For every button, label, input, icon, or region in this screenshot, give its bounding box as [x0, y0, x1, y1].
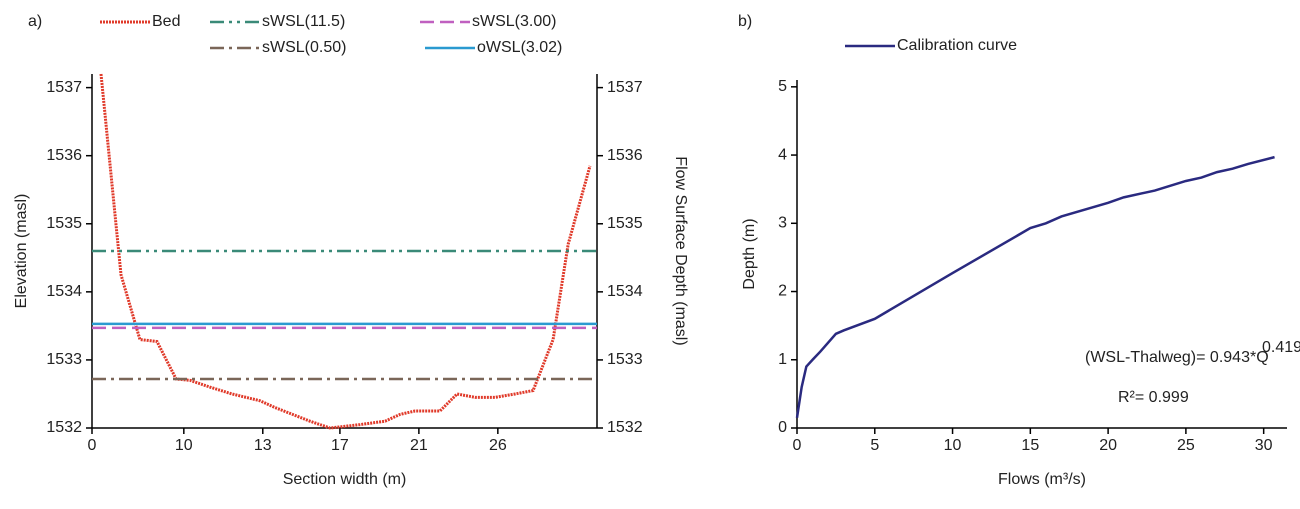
y2-tick-label: 1534	[607, 283, 643, 300]
x-tick-label: 13	[254, 437, 272, 454]
x-tick-label: 5	[870, 437, 879, 454]
x-tick-label: 17	[331, 437, 349, 454]
x-tick-label: 25	[1177, 437, 1195, 454]
y2-tick-label: 1536	[607, 147, 643, 164]
annotation: R²= 0.999	[1118, 389, 1189, 406]
x-tick-label: 10	[944, 437, 962, 454]
x-axis-label: Section width (m)	[283, 471, 407, 488]
y-axis-label: Depth (m)	[741, 218, 758, 289]
annotation: 0.419	[1262, 339, 1300, 356]
y-tick-label: 2	[778, 283, 787, 300]
x-tick-label: 20	[1099, 437, 1117, 454]
y-tick-label: 5	[778, 78, 787, 95]
x-tick-label: 0	[88, 437, 97, 454]
legend-label: sWSL(3.00)	[472, 13, 556, 30]
legend-label: sWSL(0.50)	[262, 39, 346, 56]
y-tick-label: 4	[778, 146, 787, 163]
x-tick-label: 10	[175, 437, 193, 454]
y2-tick-label: 1535	[607, 215, 643, 232]
y-tick-label: 0	[778, 419, 787, 436]
x-tick-label: 15	[1021, 437, 1039, 454]
series-line	[795, 155, 1275, 418]
x-tick-label: 30	[1255, 437, 1273, 454]
y-tick-label: 1536	[46, 147, 82, 164]
legend-label: Calibration curve	[897, 37, 1017, 54]
y2-tick-label: 1533	[607, 351, 643, 368]
y2-tick-label: 1537	[607, 79, 643, 96]
y-axis-label: Elevation (masl)	[13, 194, 30, 309]
y-tick-label: 1534	[46, 283, 82, 300]
y-tick-label: 1533	[46, 351, 82, 368]
x-tick-label: 0	[793, 437, 802, 454]
y-tick-label: 1532	[46, 419, 82, 436]
panel-label: a)	[28, 13, 42, 30]
y2-axis-label: Flow Surface Depth (masl)	[672, 156, 689, 345]
legend-label: oWSL(3.02)	[477, 39, 562, 56]
y2-tick-label: 1532	[607, 419, 643, 436]
legend-label: Bed	[152, 13, 180, 30]
annotation: (WSL-Thalweg)= 0.943*Q	[1085, 349, 1269, 366]
y-tick-label: 1537	[46, 79, 82, 96]
legend-label: sWSL(11.5)	[262, 13, 345, 30]
y-tick-label: 1	[778, 351, 787, 368]
y-tick-label: 3	[778, 215, 787, 232]
x-axis-label: Flows (m³/s)	[998, 471, 1086, 488]
panel-label: b)	[738, 13, 752, 30]
x-tick-label: 26	[489, 437, 507, 454]
y-tick-label: 1535	[46, 215, 82, 232]
x-tick-label: 21	[410, 437, 428, 454]
